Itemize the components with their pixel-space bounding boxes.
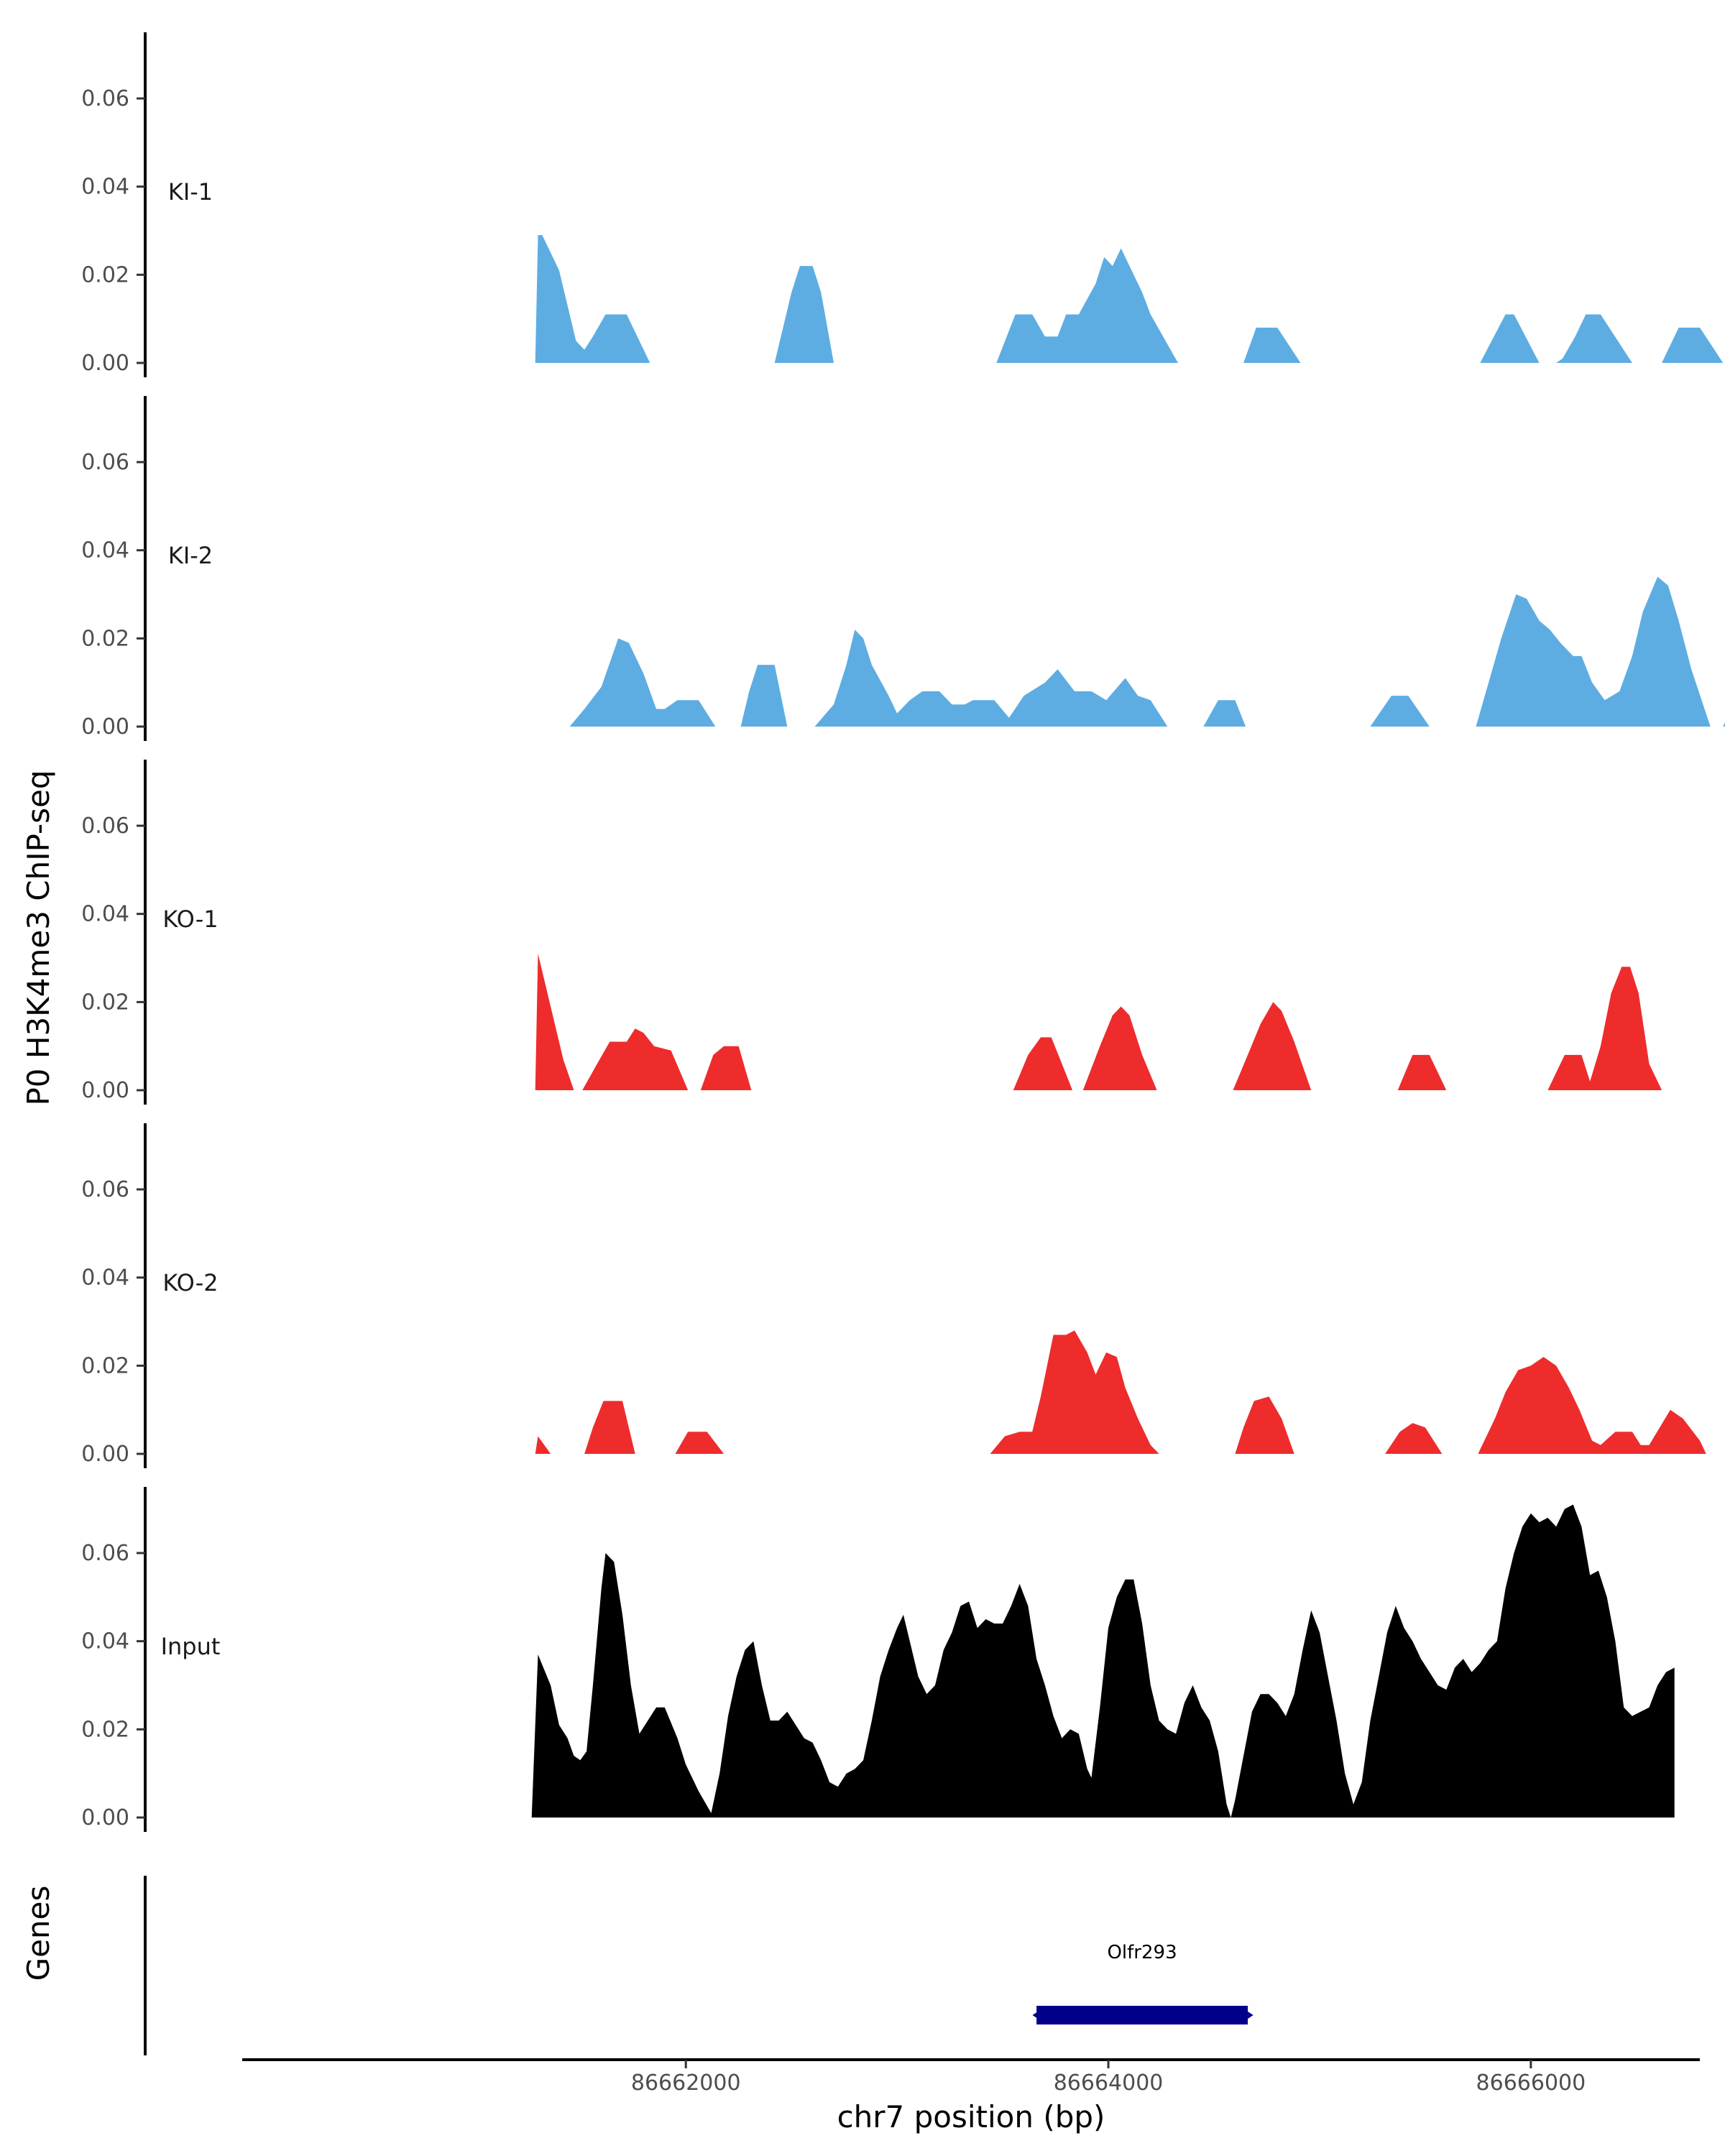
signal-area [675,1432,724,1454]
strand-arrow-icon [1241,2008,1254,2022]
y-tick-label: 0.06 [81,450,129,475]
signal-area [535,235,650,363]
signal-area [774,266,834,363]
track-label: Input [161,1633,221,1660]
y-tick-label: 0.04 [81,1266,129,1291]
track-ko-1: 0.00 0.02 0.04 0.06 KO-1 [81,760,1662,1105]
y-tick-label: 0.06 [81,86,129,111]
signal-area [582,1028,689,1090]
x-tick-label: 86666000 [1476,2070,1586,2096]
y-tick-label: 0.06 [81,1177,129,1202]
gene-label: Olfr293 [1107,1942,1177,1963]
signal-area [1233,1002,1312,1090]
signal-area [584,1401,635,1454]
y-tick-label: 0.00 [81,1805,129,1830]
signal-area [1385,1423,1443,1454]
y-tick-label: 0.02 [81,990,129,1015]
signal-area [1476,576,1711,727]
y-tick-label: 0.00 [81,351,129,376]
signal-area [1723,722,1725,727]
track-ki-1: 0.00 0.02 0.04 0.06 KI-1 [81,32,1724,377]
signal-area [1547,967,1662,1090]
signal-area [1013,1037,1073,1090]
signal-area [1397,1054,1447,1090]
signal-area [1478,1357,1706,1454]
signal-area [531,1504,1675,1818]
y-tick-label: 0.04 [81,175,129,200]
y-tick-label: 0.04 [81,902,129,927]
genes-track: Olfr293 [144,1876,1254,2055]
signal-area [1662,327,1724,363]
track-label: KO-1 [162,906,218,933]
strand-arrow-icon [1032,2008,1045,2022]
x-tick-label: 86662000 [631,2070,741,2096]
track-label: KO-2 [162,1269,218,1296]
y-tick-label: 0.02 [81,1717,129,1742]
signal-area [535,1436,551,1454]
gene-body [1036,2006,1248,2024]
signal-area [814,630,1168,727]
x-tick-label: 86664000 [1054,2070,1164,2096]
genes-track-title: Genes [21,1886,56,1981]
y-tick-label: 0.00 [81,1442,129,1467]
signal-area [1370,696,1430,727]
y-tick-label: 0.00 [81,1078,129,1103]
x-axis: 86662000 86664000 86666000 [242,2058,1700,2096]
y-tick-label: 0.02 [81,1353,129,1378]
y-tick-label: 0.02 [81,262,129,287]
y-tick-label: 0.06 [81,1541,129,1566]
signal-area [1480,314,1540,363]
signal-area [1243,327,1301,363]
y-axis-title: P0 H3K4me3 ChIP-seq [21,770,56,1105]
signal-area [1556,314,1632,363]
signal-area [569,638,716,727]
x-axis-title: chr7 position (bp) [837,2099,1105,2134]
signal-area [700,1046,752,1090]
tracks-layer: 0.00 0.02 0.04 0.06 KI-1 0.00 0.02 0.04 0.06 KI-2… [81,32,1725,1832]
signal-area [1082,1006,1157,1090]
track-input: 0.00 0.02 0.04 0.06 Input [81,1487,1675,1832]
signal-area [1203,700,1246,727]
track-ki-2: 0.00 0.02 0.04 0.06 KI-2 [81,396,1725,741]
signal-area [535,953,574,1090]
track-label: KI-1 [168,178,213,206]
y-tick-label: 0.04 [81,1629,129,1654]
signal-area [996,248,1178,363]
signal-area [740,665,788,727]
y-tick-label: 0.04 [81,538,129,563]
signal-area [1235,1396,1294,1454]
track-label: KI-2 [168,542,213,569]
y-tick-label: 0.06 [81,814,129,839]
signal-area [990,1330,1159,1454]
y-tick-label: 0.02 [81,626,129,651]
track-ko-2: 0.00 0.02 0.04 0.06 KO-2 [81,1123,1706,1468]
y-tick-label: 0.00 [81,714,129,740]
